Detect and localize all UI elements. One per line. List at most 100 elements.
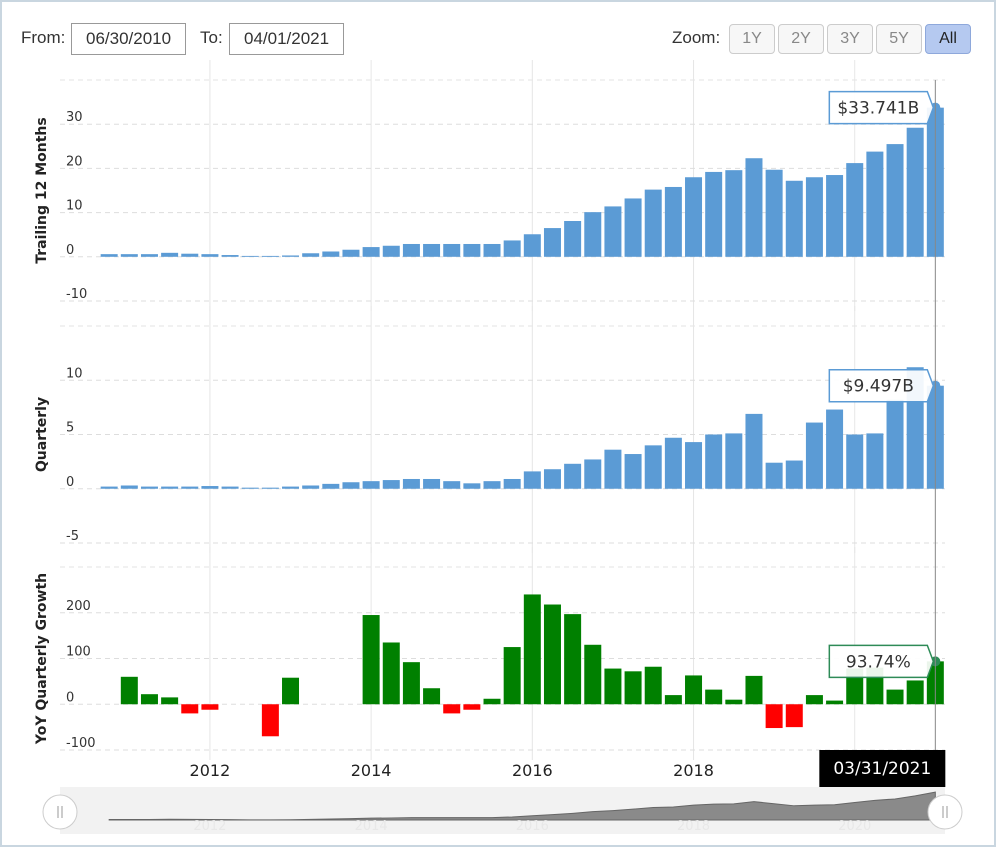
navigator-handle[interactable]	[42, 794, 78, 830]
bar	[423, 478, 441, 489]
bar	[745, 675, 763, 705]
bar	[745, 158, 763, 257]
bar	[886, 144, 904, 257]
bar	[644, 445, 662, 489]
bar	[181, 704, 199, 714]
bar	[906, 127, 924, 257]
bar	[261, 487, 279, 489]
y-tick-label: 10	[66, 199, 83, 214]
zoom-button[interactable]: 1Y	[729, 24, 775, 54]
navigator-tick-label: 2020	[838, 819, 871, 834]
bar	[362, 481, 380, 489]
bar	[322, 251, 340, 257]
bar	[221, 255, 239, 257]
x-tick-label: 2016	[512, 761, 553, 780]
bar	[826, 175, 844, 257]
bar	[886, 399, 904, 489]
bar	[503, 240, 521, 257]
bar	[906, 680, 924, 705]
y-tick-label: 200	[66, 599, 91, 614]
bar	[543, 469, 561, 489]
y-tick-label: 30	[66, 110, 83, 125]
zoom-button[interactable]: 2Y	[778, 24, 824, 54]
bar	[423, 688, 441, 705]
zoom-button[interactable]: 3Y	[827, 24, 873, 54]
bar	[705, 689, 723, 705]
to-input[interactable]: 04/01/2021	[229, 23, 345, 55]
bar	[322, 483, 340, 489]
bar	[120, 485, 138, 489]
zoom-button[interactable]: All	[925, 24, 971, 54]
bar	[886, 689, 904, 705]
bar	[120, 676, 138, 705]
bar	[644, 189, 662, 257]
bar	[443, 704, 461, 714]
bar	[664, 695, 682, 705]
bar	[241, 487, 259, 489]
bar	[866, 151, 884, 257]
bar	[483, 243, 501, 257]
bar	[564, 614, 582, 705]
bar	[423, 243, 441, 257]
bar	[584, 459, 602, 489]
tooltip-box	[828, 90, 935, 125]
y-tick-label: 20	[66, 154, 83, 169]
bar	[685, 675, 703, 705]
bar	[664, 186, 682, 257]
bar	[362, 247, 380, 257]
bar	[644, 666, 662, 705]
bar	[161, 697, 179, 705]
navigator-tick-label: 2012	[193, 819, 226, 834]
bar	[664, 437, 682, 489]
bar	[282, 677, 300, 705]
bar	[523, 594, 541, 705]
from-input[interactable]: 06/30/2010	[71, 23, 187, 55]
y-tick-label: 0	[66, 243, 74, 258]
crosshair-label: 03/31/2021	[833, 759, 931, 779]
navigator-tick-label: 2018	[677, 819, 710, 834]
bar	[302, 253, 320, 257]
bar	[805, 422, 823, 489]
bar	[523, 234, 541, 257]
zoom-label: Zoom:	[672, 28, 721, 47]
bar	[463, 704, 481, 710]
y-axis-title: Trailing 12 Months	[34, 117, 50, 264]
y-tick-label: 0	[66, 475, 74, 490]
y-axis-title: YoY Quarterly Growth	[34, 573, 50, 745]
bar	[584, 212, 602, 257]
bar	[826, 409, 844, 489]
bar	[483, 481, 501, 489]
bar	[402, 662, 420, 705]
bar	[805, 695, 823, 705]
tooltip-label: 93.74%	[846, 652, 911, 672]
bar	[161, 252, 179, 257]
navigator-tick-label: 2016	[516, 819, 549, 834]
x-tick-label: 2012	[190, 761, 231, 780]
bar	[523, 471, 541, 489]
zoom-button[interactable]: 5Y	[876, 24, 922, 54]
bar	[282, 255, 300, 257]
bar	[483, 698, 501, 705]
bar	[382, 480, 400, 489]
bar	[241, 255, 259, 257]
bar	[100, 254, 118, 257]
navigator-tick-label: 2014	[355, 819, 388, 834]
bar	[564, 463, 582, 489]
bar	[785, 460, 803, 489]
bar	[685, 177, 703, 257]
bar	[745, 413, 763, 489]
bar	[443, 481, 461, 489]
navigator-handle[interactable]	[927, 794, 963, 830]
bar	[765, 704, 783, 729]
bar	[846, 434, 864, 489]
bar	[140, 486, 158, 489]
bar	[503, 478, 521, 489]
bar	[785, 704, 803, 728]
y-tick-label: 10	[66, 366, 83, 381]
bar	[463, 243, 481, 257]
x-tick-label: 2018	[673, 761, 714, 780]
y-tick-label: 5	[66, 421, 74, 436]
bar	[543, 228, 561, 257]
bar	[161, 486, 179, 489]
